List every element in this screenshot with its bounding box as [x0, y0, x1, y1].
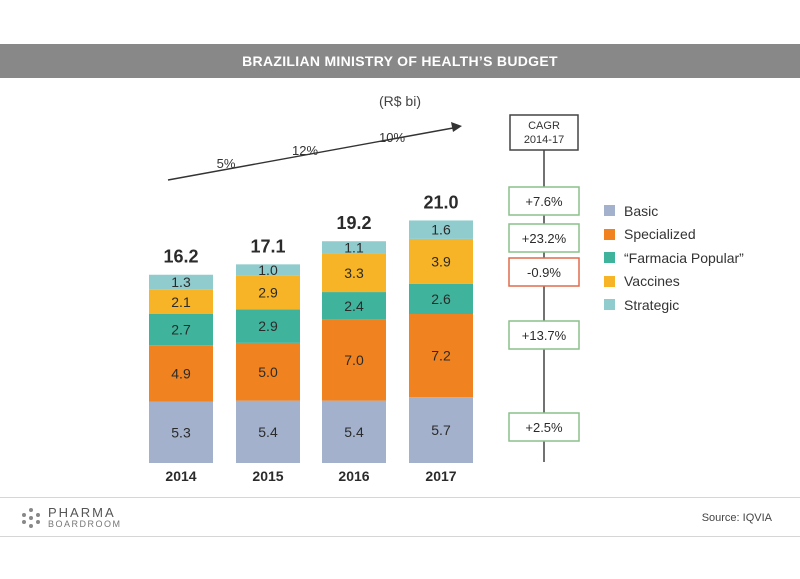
legend-swatch — [604, 205, 615, 217]
legend-item: “Farmacia Popular” — [604, 246, 744, 270]
bar-value-label: 1.1 — [344, 240, 364, 256]
cagr-header-line2: 2014-17 — [524, 134, 564, 146]
cagr-box-vaccines — [508, 223, 580, 253]
cagr-value: +13.7% — [522, 328, 567, 343]
source-note: Source: IQVIA — [701, 512, 772, 524]
bar-segment-farmacia-popular-2014 — [149, 314, 213, 346]
bar-value-label: 2.9 — [258, 285, 278, 301]
legend: Basic Specialized “Farmacia Popular” Vaccin… — [604, 199, 744, 317]
bar-segment-farmacia-popular-2015 — [236, 309, 300, 343]
growth-label: 12% — [292, 143, 318, 158]
bar-value-label: 3.3 — [344, 265, 364, 281]
cagr-header-box — [509, 114, 579, 151]
footer-divider-bottom — [0, 536, 800, 537]
x-tick-label: 2014 — [165, 468, 196, 484]
bar-segment-strategic-2016 — [322, 241, 386, 254]
legend-swatch — [604, 252, 615, 264]
growth-label: 10% — [379, 130, 405, 145]
cagr-box-strategic — [508, 186, 580, 216]
legend-item: Vaccines — [604, 270, 744, 294]
bar-value-label: 1.6 — [431, 222, 451, 238]
legend-item: Basic — [604, 199, 744, 223]
legend-label: “Farmacia Popular” — [624, 249, 744, 266]
cagr-header-line1: CAGR — [528, 120, 560, 132]
x-tick-label: 2017 — [425, 468, 456, 484]
cagr-value: +7.6% — [525, 194, 563, 209]
bar-segment-specialized-2016 — [322, 319, 386, 401]
cagr-value: +2.5% — [525, 420, 563, 435]
legend-item: Strategic — [604, 293, 744, 317]
bar-value-label: 4.9 — [171, 365, 191, 381]
legend-item: Specialized — [604, 223, 744, 247]
bar-value-label: 7.0 — [344, 352, 364, 368]
bar-value-label: 1.0 — [258, 262, 278, 278]
x-tick-label: 2016 — [338, 468, 369, 484]
cagr-box-specialized — [508, 320, 580, 350]
bar-segment-strategic-2014 — [149, 274, 213, 290]
legend-swatch — [604, 275, 615, 287]
bar-segment-basic-2016 — [322, 400, 386, 463]
cagr-box-basic — [508, 412, 580, 442]
logo-line1: PHARMA — [48, 505, 116, 520]
bar-segment-basic-2015 — [236, 400, 300, 463]
bar-segment-specialized-2014 — [149, 345, 213, 402]
growth-arrow-head-icon — [451, 122, 462, 132]
bar-segment-farmacia-popular-2016 — [322, 292, 386, 320]
x-tick-label: 2015 — [252, 468, 283, 484]
bar-value-label: 5.3 — [171, 424, 191, 440]
cagr-value: +23.2% — [522, 231, 567, 246]
bar-value-label: 2.4 — [344, 298, 364, 314]
bar-segment-strategic-2015 — [236, 264, 300, 276]
logo-dots-icon — [22, 507, 40, 528]
bar-total-label: 21.0 — [423, 192, 458, 212]
bar-segment-specialized-2017 — [409, 314, 473, 398]
legend-swatch — [604, 299, 615, 311]
legend-label: Strategic — [624, 296, 680, 313]
bar-value-label: 2.7 — [171, 322, 191, 338]
growth-trend-line — [167, 127, 454, 181]
bar-segment-farmacia-popular-2017 — [409, 283, 473, 315]
chart-title: BRAZILIAN MINISTRY OF HEALTH’S BUDGET — [0, 44, 800, 78]
bar-value-label: 5.4 — [344, 424, 364, 440]
bar-segment-basic-2017 — [409, 397, 473, 463]
bar-value-label: 3.9 — [431, 253, 451, 269]
bar-value-label: 7.2 — [431, 348, 451, 364]
pharma-boardroom-logo: PHARMA BOARDROOM — [20, 506, 122, 529]
bar-segment-specialized-2015 — [236, 342, 300, 401]
unit-label: (R$ bi) — [378, 93, 421, 109]
bar-value-label: 5.7 — [431, 422, 451, 438]
bar-segment-vaccines-2015 — [236, 275, 300, 310]
bar-value-label: 1.3 — [171, 274, 191, 290]
cagr-box-farmacia-popular — [508, 257, 580, 287]
growth-label: 5% — [217, 156, 236, 171]
bar-value-label: 2.9 — [258, 318, 278, 334]
bar-total-label: 16.2 — [163, 247, 198, 267]
bar-segment-vaccines-2017 — [409, 238, 473, 284]
legend-label: Specialized — [624, 226, 696, 243]
bar-segment-strategic-2017 — [409, 220, 473, 239]
bar-segment-vaccines-2014 — [149, 289, 213, 315]
bar-value-label: 2.1 — [171, 294, 191, 310]
legend-label: Vaccines — [624, 273, 680, 290]
bar-segment-vaccines-2016 — [322, 253, 386, 293]
bar-segment-basic-2014 — [149, 401, 213, 463]
bar-total-label: 19.2 — [336, 213, 371, 233]
logo-line2: BOARDROOM — [48, 519, 122, 529]
bar-value-label: 2.6 — [431, 291, 451, 307]
bar-value-label: 5.0 — [258, 364, 278, 380]
legend-label: Basic — [624, 202, 659, 219]
footer-divider-top — [0, 497, 800, 498]
bar-value-label: 5.4 — [258, 424, 278, 440]
legend-swatch — [604, 228, 615, 240]
bar-total-label: 17.1 — [250, 236, 285, 256]
cagr-value: -0.9% — [527, 265, 561, 280]
